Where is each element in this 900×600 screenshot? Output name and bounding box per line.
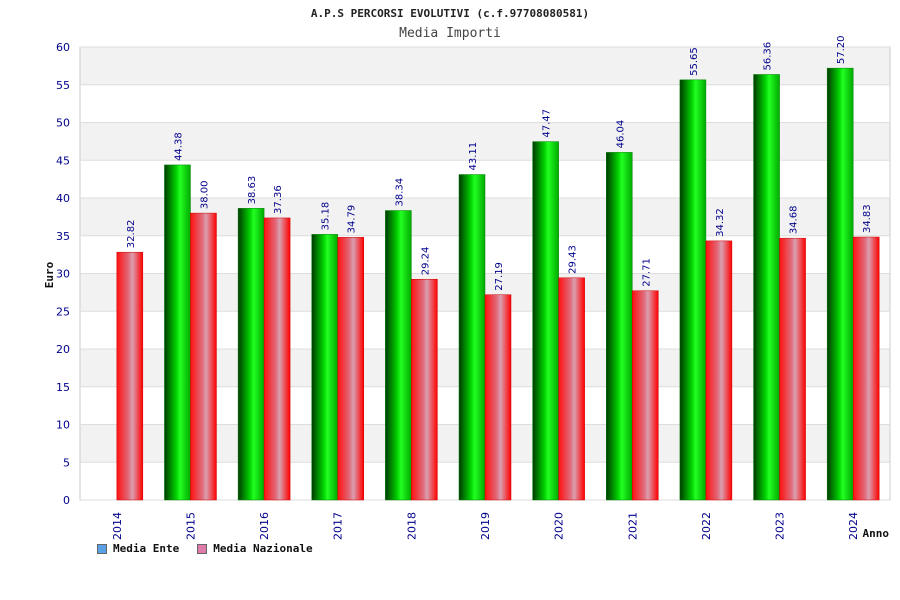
chart-title: A.P.S PERCORSI EVOLUTIVI (c.f.9770808058… xyxy=(311,7,589,20)
y-tick-label: 60 xyxy=(56,41,70,54)
bar-media-ente-2019 xyxy=(458,174,486,501)
x-tick-label: 2014 xyxy=(111,512,124,540)
bar-media-nazionale-2020 xyxy=(558,277,585,501)
data-label: 47.47 xyxy=(542,109,553,138)
y-tick-label: 10 xyxy=(56,419,70,432)
bar-media-nazionale-2019 xyxy=(484,294,512,501)
legend-item-media-ente: Media Ente xyxy=(97,542,179,555)
data-label: 34.32 xyxy=(715,208,726,237)
bar-media-ente-2023 xyxy=(753,74,780,501)
data-label: 57.20 xyxy=(836,35,847,64)
y-tick-label: 15 xyxy=(56,381,70,394)
y-tick-label: 40 xyxy=(56,192,70,205)
bar-media-ente-2017 xyxy=(311,234,338,501)
data-label: 38.63 xyxy=(247,176,258,205)
legend-label-media-ente: Media Ente xyxy=(113,542,180,555)
data-label: 38.00 xyxy=(199,180,210,209)
bar-media-nazionale-2017 xyxy=(337,237,364,501)
data-label: 34.79 xyxy=(347,205,358,234)
y-tick-label: 20 xyxy=(56,343,70,356)
bar-media-nazionale-2022 xyxy=(705,240,733,501)
x-tick-label: 2021 xyxy=(626,512,639,540)
bar-media-ente-2024 xyxy=(826,67,854,501)
data-label: 43.11 xyxy=(468,142,479,171)
data-label: 29.24 xyxy=(420,247,431,276)
y-tick-label: 50 xyxy=(56,117,70,130)
y-axis-label: Euro xyxy=(43,261,56,288)
y-tick-label: 5 xyxy=(63,456,70,469)
bar-media-ente-2020 xyxy=(532,141,559,501)
x-tick-label: 2015 xyxy=(184,512,197,540)
data-label: 32.82 xyxy=(126,220,137,249)
legend-item-media-nazionale: Media Nazionale xyxy=(197,542,313,555)
y-axis-ticks: 0 5 10 15 20 25 30 35 40 45 50 55 60 xyxy=(56,41,70,507)
y-tick-label: 45 xyxy=(56,154,70,167)
x-tick-label: 2018 xyxy=(405,512,418,540)
data-label: 46.04 xyxy=(615,120,626,149)
y-tick-label: 25 xyxy=(56,305,70,318)
y-tick-label: 0 xyxy=(63,494,70,507)
data-label: 55.65 xyxy=(689,47,700,76)
bar-media-nazionale-2016 xyxy=(263,217,291,501)
data-label: 44.38 xyxy=(173,132,184,161)
bar-media-nazionale-2014 xyxy=(116,251,144,501)
bar-media-nazionale-2018 xyxy=(411,278,438,501)
data-label: 34.68 xyxy=(789,206,800,235)
x-tick-label: 2024 xyxy=(847,512,860,540)
bar-media-ente-2021 xyxy=(606,152,633,501)
bar-media-nazionale-2024 xyxy=(852,236,880,501)
x-tick-label: 2017 xyxy=(332,512,345,540)
x-axis-ticks: 2014 2015 2016 2017 2018 2019 2020 2021 2022 2023… xyxy=(111,512,860,540)
data-label: 37.36 xyxy=(273,185,284,214)
data-label: 35.18 xyxy=(321,202,332,231)
bar-media-ente-2015 xyxy=(164,164,191,501)
bars: 32.82 44.38 38.00 38.63 37.36 35.18 34.79 38.34… xyxy=(116,35,880,501)
x-tick-label: 2022 xyxy=(700,512,713,540)
x-axis-label: Anno xyxy=(863,527,890,540)
legend-label-media-nazionale: Media Nazionale xyxy=(213,542,313,555)
y-tick-label: 35 xyxy=(56,230,70,243)
bar-media-ente-2022 xyxy=(679,79,707,501)
y-tick-label: 30 xyxy=(56,268,70,281)
legend: Media Ente Media Nazionale xyxy=(97,542,313,555)
data-label: 56.36 xyxy=(763,42,774,71)
data-label: 38.34 xyxy=(394,178,405,207)
bar-media-nazionale-2021 xyxy=(632,290,659,501)
x-tick-label: 2023 xyxy=(774,512,787,540)
data-label: 27.19 xyxy=(494,262,505,291)
bar-media-ente-2018 xyxy=(385,210,412,501)
data-label: 34.83 xyxy=(862,204,873,233)
data-label: 27.71 xyxy=(641,258,652,287)
x-tick-label: 2016 xyxy=(258,512,271,540)
legend-swatch-media-nazionale xyxy=(197,543,208,554)
y-tick-label: 55 xyxy=(56,79,70,92)
chart-subtitle: Media Importi xyxy=(399,26,501,41)
legend-swatch-media-ente xyxy=(97,543,107,554)
x-tick-label: 2020 xyxy=(553,512,566,540)
data-label: 29.43 xyxy=(568,245,579,274)
bar-media-nazionale-2023 xyxy=(779,237,806,501)
bar-media-nazionale-2015 xyxy=(190,212,217,501)
x-tick-label: 2019 xyxy=(479,512,492,540)
bar-media-ente-2016 xyxy=(237,208,265,501)
